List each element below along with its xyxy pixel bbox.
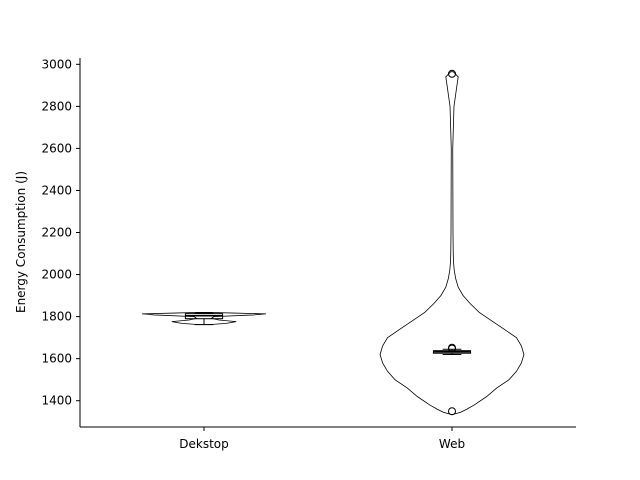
y-tick-label: 2800 xyxy=(41,99,72,113)
y-tick-label: 2200 xyxy=(41,226,72,240)
outlier-point xyxy=(448,69,456,78)
outlier-point xyxy=(448,344,456,353)
y-tick-label: 1400 xyxy=(41,394,72,408)
y-axis-label: Energy Consumption (J) xyxy=(14,171,28,313)
y-tick-label: 1600 xyxy=(41,352,72,366)
y-tick-label: 2400 xyxy=(41,183,72,197)
outlier-point xyxy=(448,407,456,416)
y-tick-label: 1800 xyxy=(41,310,72,324)
y-tick-label: 2000 xyxy=(41,268,72,282)
plot-area xyxy=(141,69,525,416)
x-tick-label: Web xyxy=(439,437,465,451)
x-tick-label: Dekstop xyxy=(179,437,229,451)
y-tick-label: 2600 xyxy=(41,141,72,155)
axes: 1400 1600 1800 2000 2200 2400 2600 2800 3000 Deks… xyxy=(41,57,576,451)
violin-body xyxy=(379,71,525,415)
y-tick-label: 3000 xyxy=(41,57,72,71)
